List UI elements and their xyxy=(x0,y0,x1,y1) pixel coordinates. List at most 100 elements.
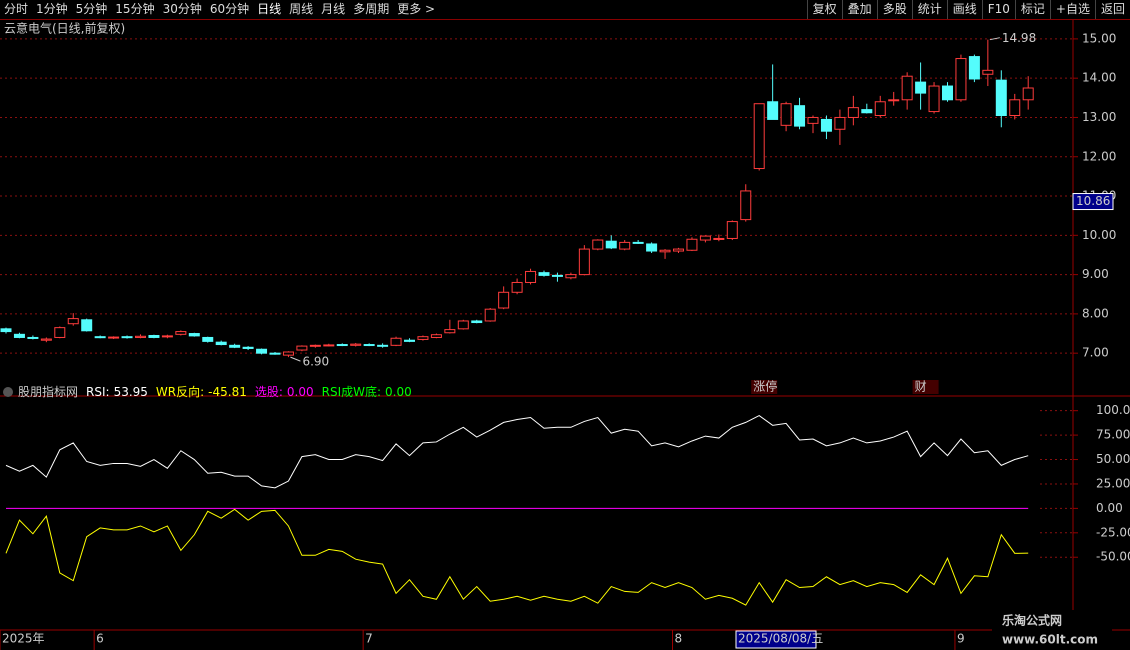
annotation-arrow xyxy=(290,356,301,362)
candle-body xyxy=(659,249,671,253)
y-tick-label: 15.00 xyxy=(1082,31,1116,45)
readout: WR反向: xyxy=(156,384,204,399)
toolbar-button[interactable]: 多股 xyxy=(876,0,912,19)
candle-body xyxy=(632,241,644,244)
y-tick-label: 50.00 xyxy=(1096,452,1130,466)
readout: RSI: xyxy=(86,385,110,399)
toolbar-button[interactable]: 更多 > xyxy=(397,2,436,16)
candle-body xyxy=(13,333,25,338)
candle-body xyxy=(27,336,39,339)
toolbar-button[interactable]: 统计 xyxy=(911,0,947,19)
watermark-title: 乐淘公式网 xyxy=(1002,613,1062,628)
candle-body xyxy=(404,339,415,342)
candle-body xyxy=(955,58,967,101)
candle-body xyxy=(135,335,146,338)
toolbar-button[interactable]: 返回 xyxy=(1094,0,1130,19)
candle-body xyxy=(928,85,940,113)
indicator-header: 股朋指标网 RSI: 53.95 WR反向: -45.81 选股: 0.00 RSI成W底: 0… xyxy=(18,384,412,399)
toolbar-button[interactable]: 多周期 xyxy=(353,2,390,16)
x-tick-label: 8 xyxy=(675,632,683,646)
toolbar-button[interactable]: 30分钟 xyxy=(162,2,202,16)
candle-body xyxy=(67,318,79,325)
candle-body xyxy=(646,243,658,252)
candle-body xyxy=(430,334,442,338)
event-label: 涨停 xyxy=(753,379,777,394)
x-tick-label: 9 xyxy=(957,632,965,646)
candle-body xyxy=(942,85,953,101)
event-label: 财 xyxy=(915,380,927,394)
toolbar-button[interactable]: 5分钟 xyxy=(75,2,108,16)
toolbar-button[interactable]: 画线 xyxy=(946,0,982,19)
cursor-date-box xyxy=(735,630,817,649)
y-tick-label: 10.00 xyxy=(1082,228,1116,242)
candle-body xyxy=(511,281,523,293)
toolbar-button[interactable]: 15分钟 xyxy=(115,2,155,16)
candle-body xyxy=(363,344,375,347)
indicator-line xyxy=(5,508,1029,606)
toolbar-button[interactable]: 日线 xyxy=(257,2,282,16)
toolbar-button[interactable]: 复权 xyxy=(806,0,842,19)
candle-body xyxy=(982,69,994,75)
annotation-arrow xyxy=(989,37,1000,41)
readout: 53.95 xyxy=(114,385,148,399)
candle-body xyxy=(767,101,779,120)
candle-body xyxy=(54,327,66,338)
candle-body xyxy=(498,291,510,309)
candle-body xyxy=(202,336,214,342)
candle-body xyxy=(108,336,120,339)
y-tick-label: 25.00 xyxy=(1096,476,1130,490)
candle-body xyxy=(1009,99,1021,116)
candle-body xyxy=(794,105,806,127)
candle-body xyxy=(417,336,429,340)
chart-title: 云意电气(日线,前复权) xyxy=(4,21,125,36)
background xyxy=(0,20,1130,650)
toolbar-button[interactable]: 叠加 xyxy=(841,0,877,19)
candle-body xyxy=(538,272,550,276)
toolbar-button[interactable]: 分时 xyxy=(4,2,29,16)
candle-body xyxy=(578,248,590,276)
toolbar-button[interactable]: +自选 xyxy=(1049,0,1095,19)
y-tick-label: 12.00 xyxy=(1082,149,1116,163)
watermark-box xyxy=(992,610,1112,650)
readout: 0.00 xyxy=(287,385,314,399)
y-tick-label: -25.00 xyxy=(1096,525,1130,539)
toolbar-button[interactable]: 月线 xyxy=(321,2,346,16)
candle-body xyxy=(471,320,483,324)
candle-body xyxy=(740,190,752,221)
candle-body xyxy=(592,239,604,250)
candle-body xyxy=(551,274,563,277)
x-tick-label: 2025年 xyxy=(2,632,45,646)
x-tick-label: 6 xyxy=(96,632,104,646)
candle-body xyxy=(888,99,900,102)
toolbar-button[interactable]: 周线 xyxy=(289,2,314,16)
candle-body xyxy=(296,345,308,351)
y-tick-label: 7.00 xyxy=(1082,346,1109,360)
candle-body xyxy=(861,109,873,114)
candle-body xyxy=(457,320,469,330)
candle-body xyxy=(350,343,362,346)
toolbar-button[interactable]: F10 xyxy=(981,0,1015,19)
readout: 选股: xyxy=(255,385,283,399)
candle-body xyxy=(309,344,321,347)
candle-body xyxy=(188,333,200,337)
candle-body xyxy=(484,308,496,322)
candle-body xyxy=(94,336,106,339)
candle-body xyxy=(780,103,792,126)
candle-body xyxy=(175,331,187,335)
candle-body xyxy=(215,341,227,346)
toolbar-button[interactable]: 60分钟 xyxy=(209,2,250,16)
event-badge xyxy=(912,380,939,394)
candle-body xyxy=(390,337,402,346)
toolbar-button[interactable]: 1分钟 xyxy=(36,2,68,16)
candle-body xyxy=(242,346,254,349)
candle-body xyxy=(525,270,537,283)
y-tick-label: 14.00 xyxy=(1082,71,1116,85)
watermark-url: www.60lt.com xyxy=(1002,633,1098,647)
candle-body xyxy=(673,248,684,252)
candle-body xyxy=(336,344,348,347)
readout: 股朋指标网 xyxy=(18,384,78,399)
toolbar-button[interactable]: 标记 xyxy=(1014,0,1050,19)
candle-body xyxy=(323,344,335,347)
y-tick-label: 0.00 xyxy=(1096,501,1123,515)
